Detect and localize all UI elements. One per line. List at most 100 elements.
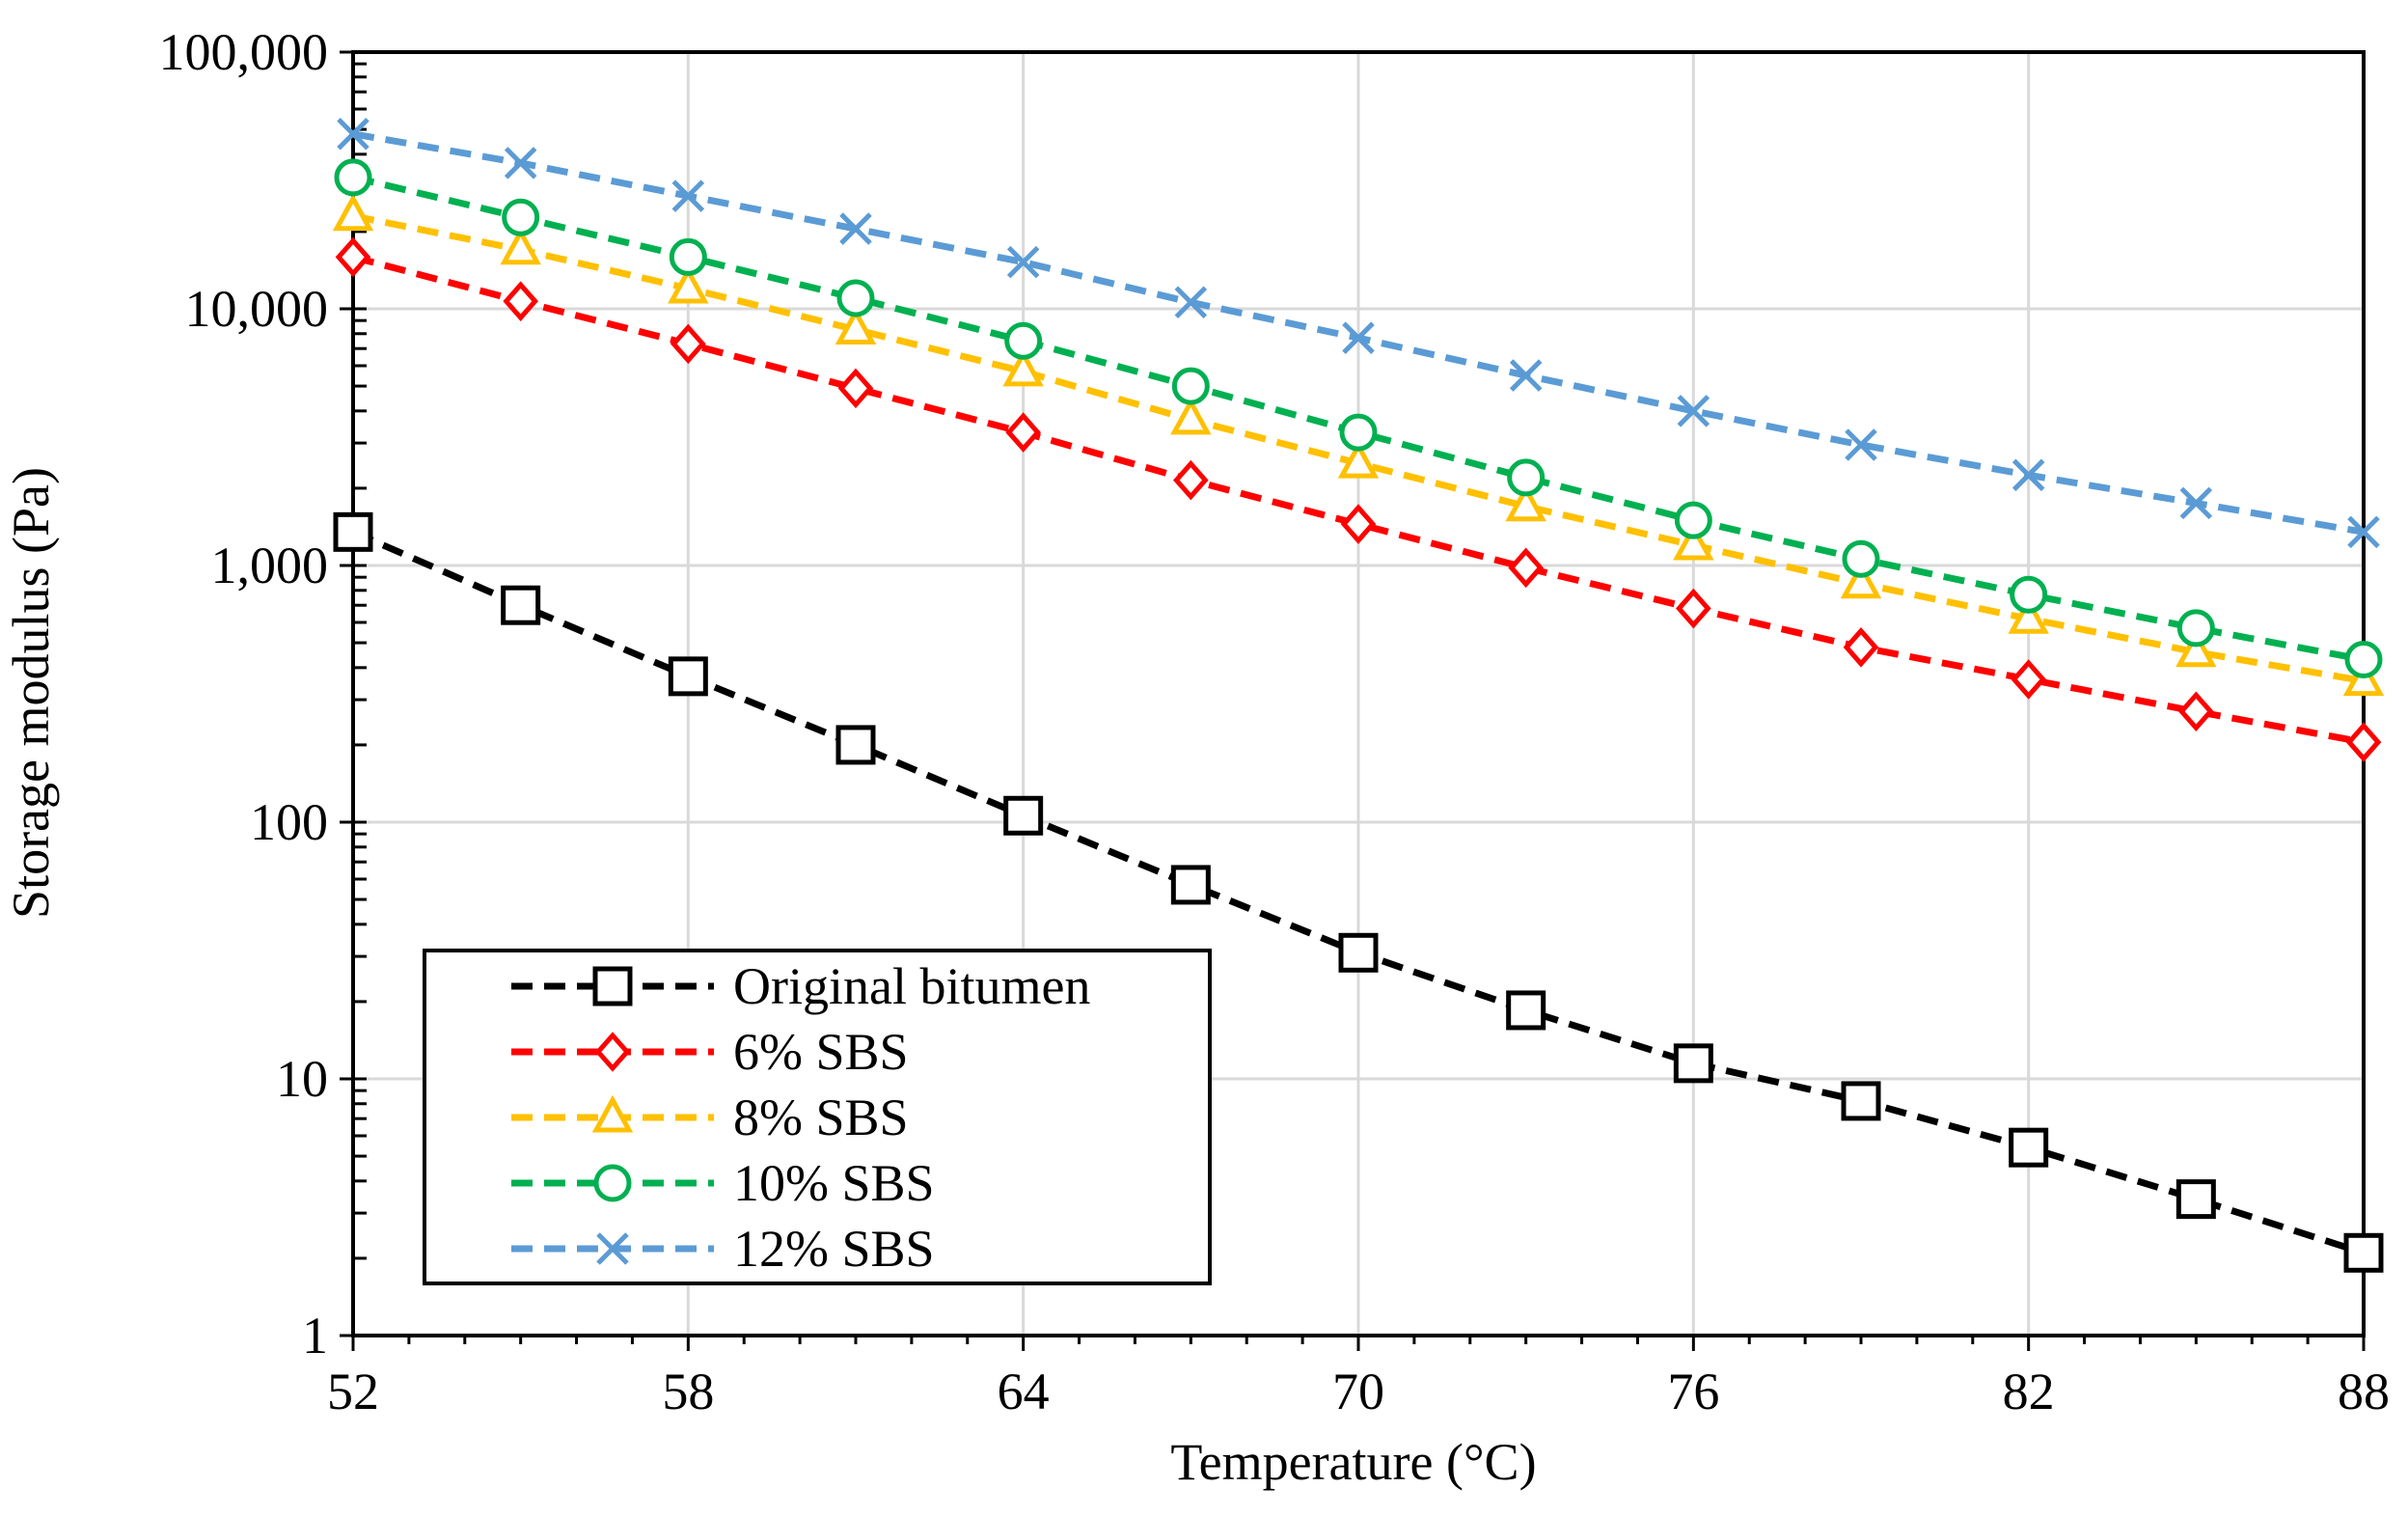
data-point-marker [1507,458,1546,497]
data-point-marker [670,323,706,365]
x-tick-label: 58 [662,1363,714,1420]
y-tick-label: 10 [276,1050,328,1108]
data-point-marker [1842,539,1880,578]
legend-marker [596,1232,629,1265]
y-tick-label: 100 [250,793,328,851]
legend-marker [591,1094,634,1133]
data-point-marker [1339,413,1378,452]
data-point-marker [1841,1081,1881,1121]
data-point-marker [836,279,875,317]
data-point-marker [1673,1043,1713,1084]
data-point-marker [504,147,537,179]
data-point-marker [668,656,708,697]
x-tick-label: 76 [1667,1363,1719,1420]
data-point-marker [669,237,707,276]
data-point-marker [1340,504,1377,544]
data-point-marker [1174,286,1208,319]
legend-label: 8% SBS [733,1089,909,1146]
data-point-marker [1845,428,1877,461]
data-point-marker [2345,722,2382,762]
y-tick-label: 1 [302,1307,328,1364]
series-10-sbs [334,158,2383,678]
data-point-marker [335,236,371,278]
x-tick-label: 52 [327,1363,379,1420]
data-point-marker [1505,483,1546,522]
x-tick-label: 70 [1332,1363,1384,1420]
data-point-marker [1673,522,1714,561]
data-point-marker [1840,561,1882,599]
data-point-marker [500,227,541,265]
data-point-marker [2010,575,2048,614]
data-point-marker [2175,1179,2216,1220]
data-point-marker [1843,627,1879,668]
data-point-marker [2011,458,2045,492]
legend-marker [592,966,633,1006]
data-point-marker [1171,367,1210,405]
legend-marker [594,1032,631,1072]
series-6-sbs [335,236,2382,762]
series-layer [332,118,2385,1273]
data-point-marker [1006,245,1040,279]
data-point-marker [837,368,874,409]
legend-entry: 10% SBS [511,1154,935,1212]
legend-entry: 8% SBS [511,1089,909,1146]
legend-label: 6% SBS [733,1023,909,1081]
legend-label: 12% SBS [733,1220,935,1278]
data-point-marker [1342,321,1375,354]
data-point-marker [1170,865,1211,905]
data-point-marker [671,179,705,212]
legend-label: Original bitumen [733,957,1090,1015]
data-point-marker [1172,459,1209,501]
data-point-marker [1509,359,1543,392]
data-point-marker [2009,1127,2049,1168]
data-point-marker [1004,321,1043,360]
data-point-marker [332,193,374,232]
series-8-sbs [332,193,2385,697]
data-point-marker [502,198,540,236]
data-point-marker [1170,397,1212,435]
data-point-marker [2344,640,2383,678]
y-tick-label: 1,000 [211,537,329,594]
data-point-marker [2176,609,2215,648]
tick-layer: 1 10 100 1,000 10,000 100,000 52 58 64 70 76 82 88 [159,23,2391,1420]
legend-entry: 12% SBS [511,1220,935,1278]
x-tick-label: 64 [998,1363,1050,1420]
data-point-marker [835,725,876,765]
x-tick-label: 88 [2338,1363,2390,1420]
data-point-marker [1675,588,1711,629]
y-tick-label: 10,000 [185,280,329,338]
data-point-marker [1674,501,1712,539]
data-point-marker [503,281,539,321]
data-point-marker [1002,348,1044,387]
y-axis-title: Storage modulus (Pa) [2,467,60,919]
data-point-marker [1506,990,1546,1031]
series-original-bitumen [333,511,2384,1273]
data-point-marker [2342,658,2385,697]
data-point-marker [1337,440,1380,479]
data-point-marker [2008,596,2049,634]
legend: Original bitumen 6% SBS 8% SBS 10% SBS 12% S… [423,949,1212,1285]
data-point-marker [1677,395,1710,427]
legend-marker [593,1164,632,1202]
data-point-marker [333,511,373,552]
x-tick-label: 82 [2003,1363,2055,1420]
data-point-marker [835,307,877,345]
data-point-marker [1508,547,1545,589]
data-point-marker [2011,659,2047,700]
data-point-marker [668,265,709,304]
data-point-marker [1005,412,1042,453]
legend-label: 10% SBS [733,1154,935,1212]
data-point-marker [2177,691,2214,732]
data-point-marker [1338,932,1379,973]
x-axis-title: Temperature (°C) [1170,1433,1536,1491]
data-point-marker [2179,486,2213,520]
y-tick-label: 100,000 [159,23,329,81]
data-point-marker [2347,515,2380,549]
legend-entry: Original bitumen [511,957,1090,1015]
data-point-marker [1003,795,1044,836]
data-point-marker [337,118,369,151]
data-point-marker [2175,629,2217,668]
data-point-marker [334,158,372,197]
